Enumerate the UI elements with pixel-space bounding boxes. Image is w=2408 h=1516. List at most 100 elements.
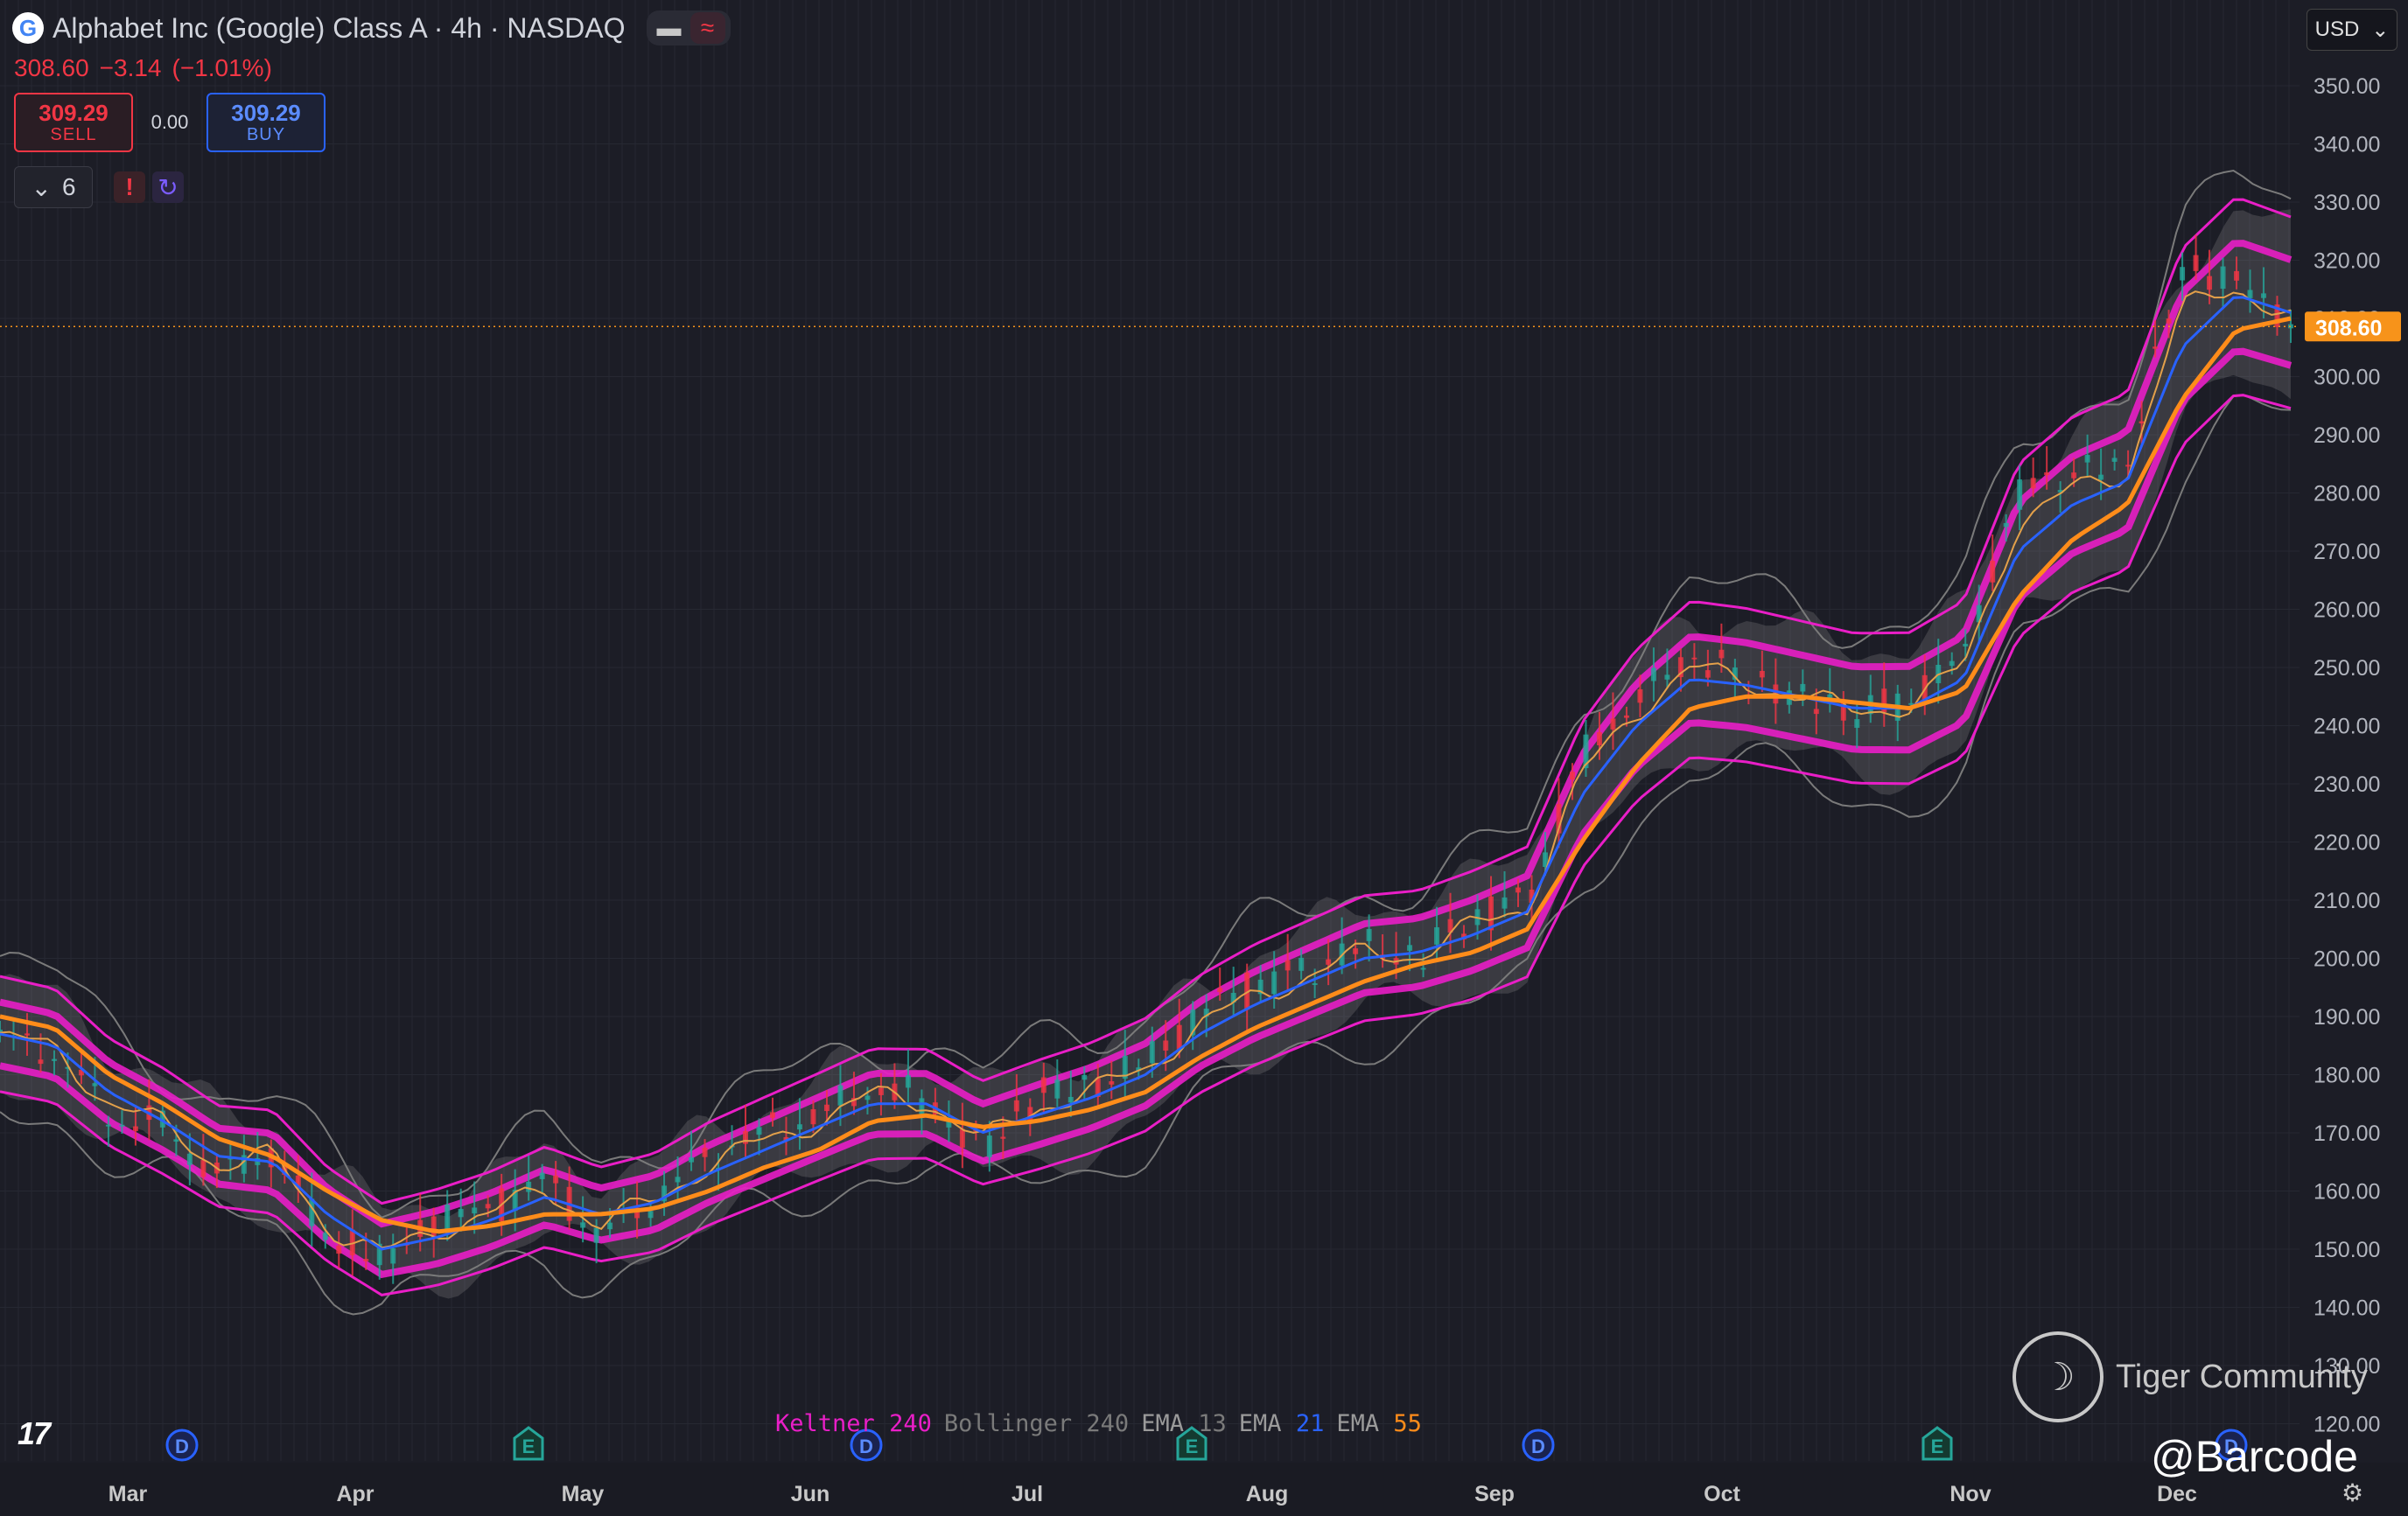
x-tick-label: Nov	[1950, 1482, 1991, 1506]
tiger-watermark: ☽ Tiger Community	[2012, 1331, 2368, 1422]
candle-body	[1718, 649, 1725, 659]
y-tick-label: 290.00	[2314, 423, 2380, 448]
warning-icon[interactable]: !	[114, 171, 145, 203]
candle-body	[1637, 688, 1643, 703]
candle-body	[959, 1128, 965, 1148]
candle-body	[810, 1108, 816, 1125]
dividend-marker-icon	[2215, 1429, 2248, 1462]
candle-body	[186, 1153, 192, 1165]
event-marker-label: E	[1931, 1436, 1944, 1457]
candle-body	[1190, 1010, 1196, 1036]
candle-body	[1040, 1077, 1046, 1093]
sync-icon[interactable]: ↻	[152, 171, 184, 203]
candle-body	[1407, 945, 1413, 951]
candle-body	[1109, 1081, 1115, 1085]
candle-body	[1326, 959, 1332, 965]
keltner-outer-lower	[0, 394, 2292, 1296]
tradingview-logo-icon[interactable]: 17	[18, 1415, 51, 1451]
candle-body	[349, 1229, 355, 1256]
y-tick-label: 130.00	[2314, 1354, 2380, 1379]
y-tick-label: 270.00	[2314, 540, 2380, 564]
candle-body	[430, 1216, 437, 1238]
indicator-collapse-button[interactable]: ⌄ 6	[14, 166, 93, 208]
candle-body	[593, 1227, 599, 1243]
legend-ema21[interactable]: EMA 21	[1238, 1410, 1325, 1437]
candle-body	[78, 1069, 84, 1076]
buy-price: 309.29	[231, 99, 301, 126]
candle-body	[689, 1156, 695, 1163]
candle-body	[2071, 472, 2077, 479]
event-marker-label: D	[2224, 1436, 2238, 1457]
candle-body	[1176, 1024, 1182, 1050]
bollinger-lower	[0, 394, 2292, 1316]
candle-body	[2220, 266, 2226, 289]
candle-body	[1881, 688, 1887, 713]
y-tick-label: 210.00	[2314, 889, 2380, 913]
trade-panel: 309.29 SELL 0.00 309.29 BUY	[14, 93, 326, 152]
price-axis[interactable]: 120.00 130.00 140.00 150.00 160.00 170.00 180.…	[2305, 74, 2401, 1437]
candle-body	[1529, 889, 1535, 904]
gear-icon[interactable]: ⚙	[2342, 1479, 2364, 1506]
x-tick-label: Mar	[108, 1482, 148, 1506]
candle-body	[159, 1110, 165, 1128]
header-toggle-group: ▬ ≈	[646, 10, 731, 45]
candle-body	[2261, 293, 2267, 298]
candle-body	[444, 1205, 451, 1233]
candle-body	[1800, 683, 1806, 692]
earnings-marker-icon	[1176, 1426, 1208, 1461]
candle-body	[2207, 276, 2213, 290]
candle-body	[1502, 897, 1508, 909]
symbol-title[interactable]: Alphabet Inc (Google) Class A · 4h · NAS…	[52, 11, 626, 44]
dividend-marker-icon	[850, 1429, 883, 1462]
event-marker-dividend: D	[850, 1429, 883, 1462]
candle-body	[702, 1148, 708, 1157]
candle-body	[458, 1209, 464, 1218]
currency-select[interactable]: USD ⌄	[2306, 9, 2398, 51]
time-axis[interactable]: Mar Apr May Jun Jul Aug Sep Oct Nov Dec	[0, 1463, 2408, 1516]
price-summary: 308.60 −3.14 (−1.01%)	[14, 54, 272, 82]
candle-body	[1366, 928, 1372, 941]
keltner-inner-upper	[0, 240, 2292, 1228]
candle-body	[1027, 1107, 1033, 1122]
candle-body	[1813, 709, 1819, 715]
candle-body	[1013, 1100, 1019, 1112]
minus-icon[interactable]: ▬	[656, 14, 682, 41]
keltner-inner-lower	[0, 347, 2292, 1279]
candle-body	[2003, 522, 2009, 527]
candle-body	[2166, 318, 2172, 324]
legend-ema55[interactable]: EMA 55	[1336, 1410, 1422, 1437]
candle-body	[553, 1175, 559, 1184]
candle-body	[1257, 979, 1264, 995]
candle-body	[986, 1135, 992, 1157]
event-marker-label: D	[175, 1436, 189, 1457]
earnings-marker-icon	[513, 1426, 544, 1461]
keltner-outer-upper	[0, 198, 2292, 1205]
legend-bollinger[interactable]: Bollinger 240	[943, 1410, 1130, 1437]
candle-body	[1122, 1056, 1128, 1079]
candle-body	[1596, 732, 1602, 746]
y-tick-label: 230.00	[2314, 772, 2380, 797]
y-tick-label: 150.00	[2314, 1238, 2380, 1262]
candle-body	[539, 1172, 545, 1179]
y-tick-label: 170.00	[2314, 1121, 2380, 1146]
buy-button[interactable]: 309.29 BUY	[206, 93, 326, 152]
x-tick-label: Apr	[336, 1482, 374, 1506]
legend-ema13[interactable]: EMA 13	[1141, 1410, 1227, 1437]
candle-body	[864, 1095, 871, 1100]
legend-keltner[interactable]: Keltner 240	[775, 1410, 932, 1437]
event-marker-label: E	[522, 1436, 536, 1457]
candle-body	[634, 1207, 640, 1219]
price-change: −3.14	[99, 54, 162, 81]
candle-body	[1163, 1040, 1169, 1051]
candle-body	[2098, 474, 2104, 480]
wave-icon[interactable]: ≈	[690, 12, 725, 44]
candle-body	[1664, 674, 1670, 680]
candle-body	[2247, 290, 2253, 298]
time-axis-background	[0, 1463, 2408, 1516]
candle-body	[1650, 667, 1656, 681]
candle-body	[1854, 719, 1860, 728]
sell-button[interactable]: 309.29 SELL	[14, 93, 133, 152]
y-tick-label: 140.00	[2314, 1296, 2380, 1321]
candle-body	[390, 1247, 396, 1264]
